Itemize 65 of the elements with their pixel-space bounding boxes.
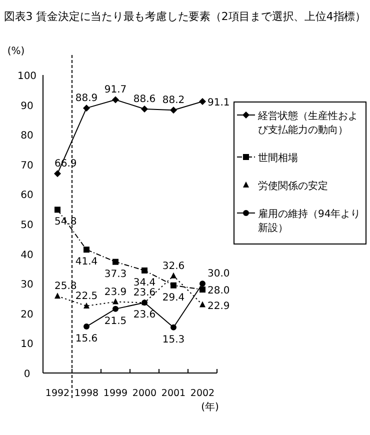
point xyxy=(170,106,177,114)
y-tick-label: 60 xyxy=(20,190,34,202)
y-tick-label: 90 xyxy=(20,100,34,112)
point xyxy=(112,298,118,304)
point xyxy=(141,105,148,112)
point xyxy=(170,272,176,278)
data-label: 23.6 xyxy=(133,310,156,321)
point xyxy=(200,301,206,308)
legend-label: 経営状態（生産性および支払能力の動向） xyxy=(257,110,358,136)
x-tick-label: 2001 xyxy=(161,388,186,399)
point xyxy=(84,324,90,330)
legend-label: 雇用の維持（94年より新設） xyxy=(258,208,361,234)
x-tick-label: 2000 xyxy=(132,388,157,399)
point xyxy=(170,324,176,330)
data-label: 88.9 xyxy=(75,93,98,104)
x-tick-label: 1992 xyxy=(45,388,70,399)
data-label: 23.6 xyxy=(133,288,156,299)
chart-title: 図表3 賃金決定に当たり最も考慮した要素（2項目まで選択、上位4指標） xyxy=(4,10,370,23)
y-tick-label: 50 xyxy=(20,220,34,231)
data-label: 32.6 xyxy=(162,260,185,272)
point xyxy=(200,280,206,287)
y-tick-label: 10 xyxy=(20,339,34,350)
y-tick-label: 20 xyxy=(20,309,34,320)
data-label: 91.7 xyxy=(104,84,127,96)
legend-label: 労使関係の安定 xyxy=(258,180,328,192)
data-label: 28.0 xyxy=(208,286,230,297)
point xyxy=(84,302,90,308)
legend-label: 世間相場 xyxy=(258,152,298,164)
y-axis-title: (%) xyxy=(7,46,25,57)
point xyxy=(200,286,206,293)
data-label: 22.9 xyxy=(208,300,230,312)
x-axis-title: (年) xyxy=(201,401,219,413)
data-label: 88.6 xyxy=(133,94,156,105)
x-tick-label: 1999 xyxy=(103,388,128,399)
point xyxy=(54,292,60,299)
data-label: 37.3 xyxy=(104,268,127,280)
data-label: 23.9 xyxy=(104,286,127,298)
point xyxy=(112,258,118,265)
y-tick-label: 40 xyxy=(20,250,34,261)
x-tick-label: 1998 xyxy=(74,388,99,399)
point xyxy=(199,98,206,106)
point xyxy=(83,104,90,112)
point xyxy=(54,206,60,213)
data-label: 91.1 xyxy=(208,98,230,109)
data-label: 15.3 xyxy=(162,334,185,346)
data-label: 34.4 xyxy=(133,277,156,288)
data-label: 30.0 xyxy=(208,268,230,280)
point xyxy=(142,267,148,274)
y-tick-label: 80 xyxy=(20,130,34,142)
point xyxy=(84,246,90,253)
data-label: 21.5 xyxy=(104,316,127,327)
y-tick-label: 0 xyxy=(24,369,30,380)
y-tick-label: 100 xyxy=(17,71,37,82)
y-tick-label: 70 xyxy=(20,160,34,172)
data-label: 22.5 xyxy=(75,290,98,302)
data-label: 88.2 xyxy=(162,95,185,106)
data-label: 15.6 xyxy=(75,334,98,345)
point xyxy=(112,306,118,312)
point xyxy=(112,96,119,104)
point xyxy=(54,170,61,178)
data-label: 41.4 xyxy=(75,256,98,268)
x-tick-label: 2002 xyxy=(190,388,215,399)
data-label: 29.4 xyxy=(162,292,185,304)
y-tick-label: 30 xyxy=(20,280,34,291)
point xyxy=(170,282,176,288)
